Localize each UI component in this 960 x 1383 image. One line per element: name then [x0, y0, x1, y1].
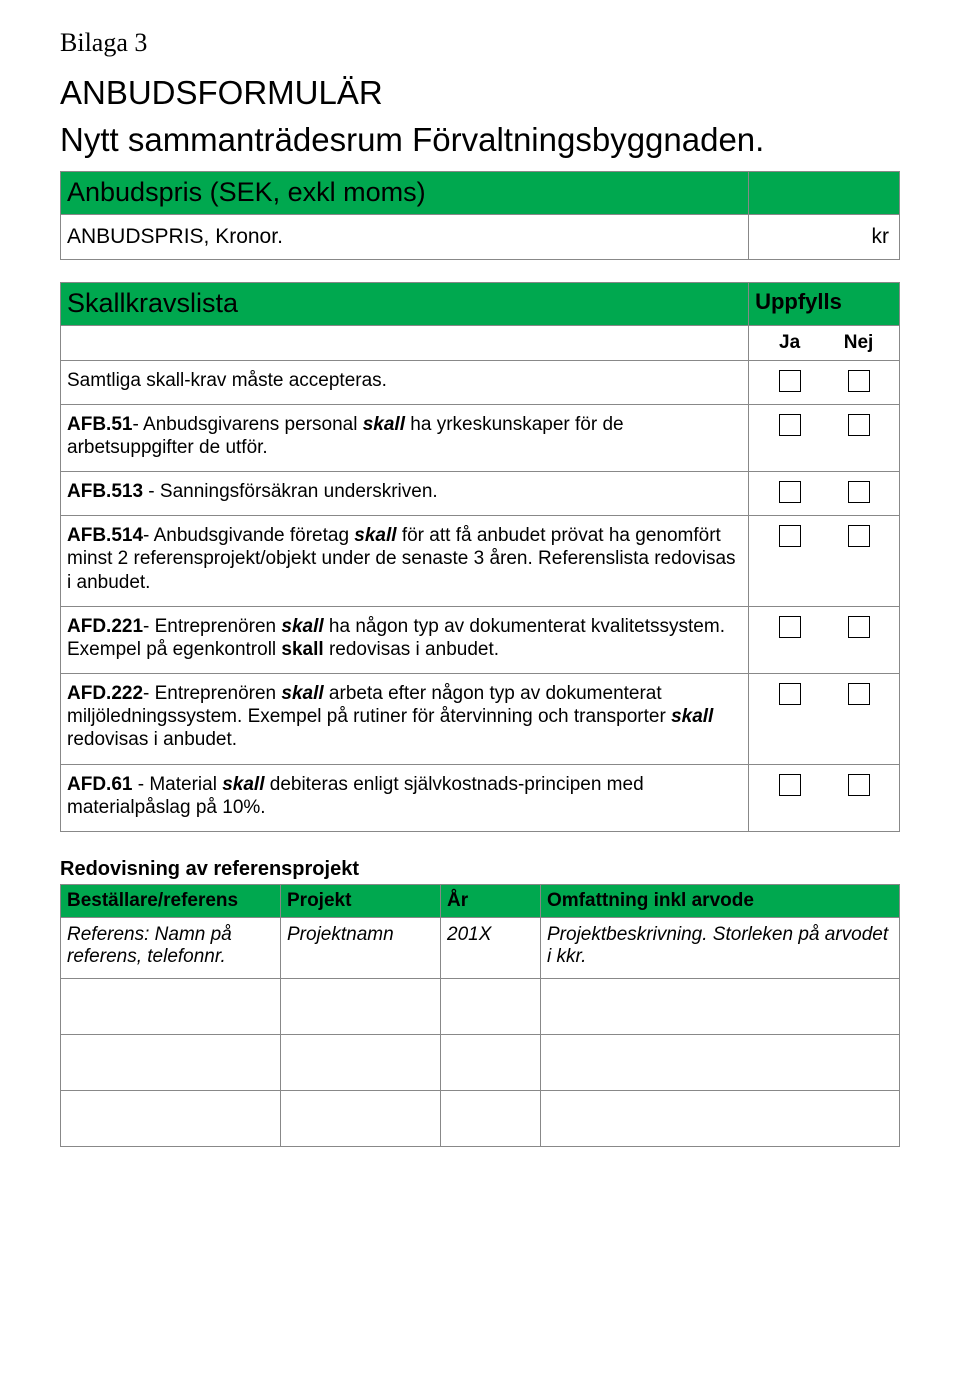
req-code: AFD.222 [67, 683, 143, 704]
ja-label: Ja [755, 329, 824, 357]
ref-section-title: Redovisning av referensprojekt [60, 858, 900, 881]
req-check-cell [749, 472, 900, 516]
ref-empty-cell[interactable] [541, 978, 900, 1034]
checkbox-nej[interactable] [848, 774, 870, 796]
req-row: AFB.513 - Sanningsförsäkran underskriven… [61, 472, 749, 516]
checkbox-ja[interactable] [779, 414, 801, 436]
req-text: - Material [132, 774, 222, 795]
req-skall: skall [281, 683, 323, 704]
checkbox-nej[interactable] [848, 525, 870, 547]
req-text: redovisas i anbudet. [324, 639, 499, 660]
ref-empty-cell[interactable] [281, 1090, 441, 1146]
ref-cell-c: 201X [441, 917, 541, 978]
ref-cell-d: Projektbeskrivning. Storleken på arvodet… [541, 917, 900, 978]
req-skall: skall [363, 414, 405, 435]
req-check-cell [749, 764, 900, 831]
req-text: - Anbudsgivarens personal [132, 414, 362, 435]
req-text: - Entreprenören [143, 616, 281, 637]
ref-empty-cell[interactable] [441, 1090, 541, 1146]
ref-table: Beställare/referens Projekt År Omfattnin… [60, 884, 900, 1147]
checkbox-ja[interactable] [779, 774, 801, 796]
req-check-cell [749, 516, 900, 607]
skall-uppfylls: Uppfylls [749, 282, 900, 325]
nej-label: Nej [824, 329, 893, 357]
checkbox-ja[interactable] [779, 616, 801, 638]
req-code: AFB.51 [67, 414, 132, 435]
req-check-cell [749, 674, 900, 765]
skall-section-title: Skallkravslista [61, 282, 749, 325]
checkbox-nej[interactable] [848, 683, 870, 705]
req-text: - Sanningsförsäkran underskriven. [143, 481, 438, 502]
req-code: AFD.221 [67, 616, 143, 637]
ref-empty-cell[interactable] [281, 978, 441, 1034]
req-check-cell [749, 606, 900, 673]
req-skall2: skall [671, 706, 713, 727]
ref-cell-b: Projektnamn [281, 917, 441, 978]
attachment-label: Bilaga 3 [60, 28, 900, 58]
ref-empty-cell[interactable] [281, 1034, 441, 1090]
price-unit: kr [749, 214, 900, 259]
ref-col-projekt: Projekt [281, 884, 441, 917]
checkbox-ja[interactable] [779, 525, 801, 547]
ref-col-ar: År [441, 884, 541, 917]
req-skall: skall [281, 616, 323, 637]
req-text: Samtliga skall-krav måste accepteras. [67, 370, 387, 391]
ref-empty-cell[interactable] [61, 1034, 281, 1090]
ref-col-bestallare: Beställare/referens [61, 884, 281, 917]
req-row: Samtliga skall-krav måste accepteras. [61, 360, 749, 404]
ref-empty-cell[interactable] [441, 1034, 541, 1090]
req-row: AFB.51- Anbudsgivarens personal skall ha… [61, 404, 749, 471]
price-table: Anbudspris (SEK, exkl moms) ANBUDSPRIS, … [60, 171, 900, 260]
skall-table: Skallkravslista Uppfylls Ja Nej Samtliga… [60, 282, 900, 832]
req-code: AFD.61 [67, 774, 132, 795]
req-check-cell [749, 360, 900, 404]
req-text: - Anbudsgivande företag [143, 525, 354, 546]
page-title-line1: ANBUDSFORMULÄR [60, 72, 900, 113]
req-row: AFB.514- Anbudsgivande företag skall för… [61, 516, 749, 607]
ref-empty-cell[interactable] [61, 1090, 281, 1146]
req-text: - Entreprenören [143, 683, 281, 704]
ref-cell-a: Referens: Namn på referens, telefonnr. [61, 917, 281, 978]
price-section-title: Anbudspris (SEK, exkl moms) [61, 171, 749, 214]
req-row: AFD.221- Entreprenören skall ha någon ty… [61, 606, 749, 673]
ref-empty-cell[interactable] [541, 1090, 900, 1146]
checkbox-ja[interactable] [779, 481, 801, 503]
req-code: AFB.513 [67, 481, 143, 502]
janej-cell: Ja Nej [749, 325, 900, 360]
req-row: AFD.222- Entreprenören skall arbeta efte… [61, 674, 749, 765]
req-skall: skall [222, 774, 264, 795]
janej-spacer [61, 325, 749, 360]
checkbox-ja[interactable] [779, 370, 801, 392]
req-row: AFD.61 - Material skall debiteras enligt… [61, 764, 749, 831]
req-check-cell [749, 404, 900, 471]
price-header-spacer [749, 171, 900, 214]
checkbox-nej[interactable] [848, 414, 870, 436]
checkbox-nej[interactable] [848, 370, 870, 392]
checkbox-nej[interactable] [848, 616, 870, 638]
price-label: ANBUDSPRIS, Kronor. [61, 214, 749, 259]
req-skall: skall [354, 525, 396, 546]
req-code: AFB.514 [67, 525, 143, 546]
checkbox-nej[interactable] [848, 481, 870, 503]
ref-empty-cell[interactable] [541, 1034, 900, 1090]
ref-col-omfattning: Omfattning inkl arvode [541, 884, 900, 917]
req-text: redovisas i anbudet. [67, 729, 237, 750]
ref-empty-cell[interactable] [61, 978, 281, 1034]
page-title-line2: Nytt sammanträdesrum Förvaltningsbyggnad… [60, 119, 900, 160]
ref-empty-cell[interactable] [441, 978, 541, 1034]
req-skall2: skall [281, 639, 323, 660]
checkbox-ja[interactable] [779, 683, 801, 705]
